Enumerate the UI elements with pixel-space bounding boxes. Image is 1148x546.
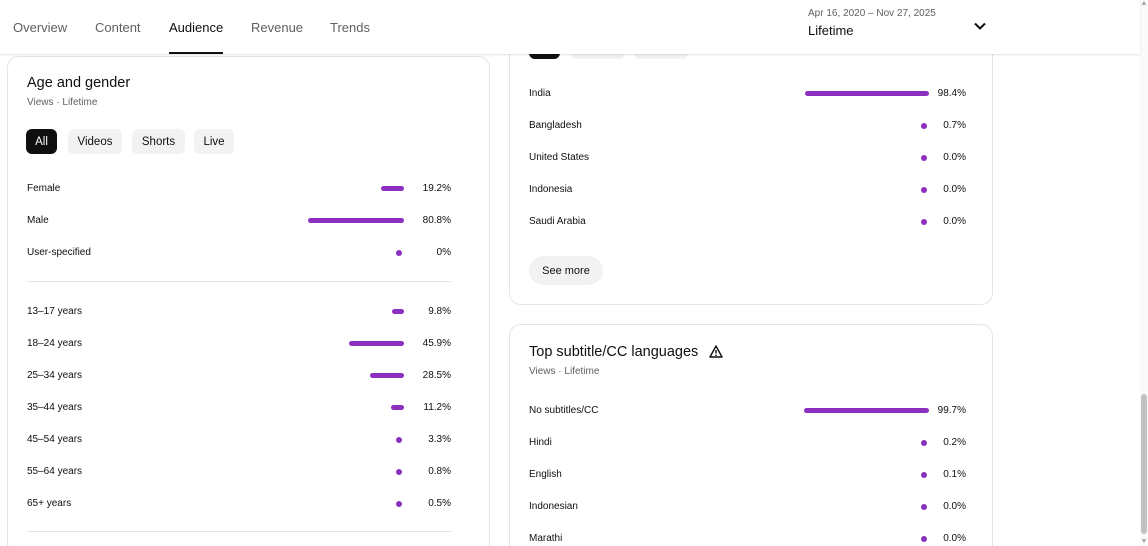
card-title: Age and gender: [27, 75, 131, 91]
row-label: United States: [529, 152, 590, 163]
row-label: India: [529, 88, 551, 99]
filter-chip-shorts[interactable]: Shorts: [132, 129, 185, 154]
card-subtitle: Views · Lifetime: [529, 366, 600, 377]
row-label: 65+ years: [27, 498, 72, 509]
percentage-bar: [370, 373, 404, 378]
row-label: Hindi: [529, 437, 552, 448]
row-value: 19.2%: [422, 183, 451, 194]
row-label: 18–24 years: [27, 338, 83, 349]
row-value: 0.0%: [943, 533, 966, 544]
row-value: 99.7%: [937, 405, 966, 416]
tab-revenue[interactable]: Revenue: [251, 19, 304, 35]
row-value: 28.5%: [422, 370, 451, 381]
percentage-bar: [381, 186, 404, 191]
row-value: 0.8%: [428, 466, 451, 477]
row-value: 45.9%: [422, 338, 451, 349]
percentage-dot: [396, 468, 402, 475]
tab-overview[interactable]: Overview: [13, 19, 68, 35]
row-label: User-specified: [27, 247, 91, 258]
percentage-bar: [804, 408, 929, 413]
divider: [27, 281, 451, 282]
row-label: Indonesia: [529, 184, 573, 195]
warning-icon[interactable]: [709, 345, 723, 358]
row-value: 0.0%: [943, 216, 966, 227]
row-label: Indonesian: [529, 501, 578, 512]
row-value: 0.2%: [943, 437, 966, 448]
row-value: 98.4%: [937, 88, 966, 99]
row-label: No subtitles/CC: [529, 405, 599, 416]
filter-chip-all[interactable]: All: [26, 129, 57, 154]
chevron-down-icon[interactable]: [971, 17, 989, 35]
divider: [27, 531, 451, 532]
row-value: 0.1%: [943, 469, 966, 480]
row-value: 0.5%: [428, 498, 451, 509]
row-label: Male: [27, 215, 49, 226]
subtitle-languages-card: [509, 324, 993, 546]
scroll-down-icon[interactable]: ▼: [1140, 538, 1148, 545]
tab-audience[interactable]: Audience: [169, 0, 224, 54]
row-value: 0.0%: [943, 152, 966, 163]
percentage-dot: [396, 249, 402, 256]
scroll-up-icon[interactable]: ▲: [1140, 0, 1148, 7]
date-range-period: Lifetime: [808, 23, 854, 38]
percentage-dot: [396, 500, 402, 507]
analytics-header: Overview Content Audience Revenue Trends…: [0, 0, 1140, 54]
row-label: 55–64 years: [27, 466, 83, 477]
tab-trends[interactable]: Trends: [330, 19, 370, 35]
date-range-picker[interactable]: Apr 16, 2020 – Nov 27, 2025 Lifetime: [808, 8, 936, 38]
card-subtitle: Views · Lifetime: [27, 97, 98, 108]
row-label: Saudi Arabia: [529, 216, 586, 227]
percentage-dot: [921, 439, 927, 446]
row-label: 25–34 years: [27, 370, 83, 381]
percentage-dot: [921, 154, 927, 161]
row-label: Female: [27, 183, 61, 194]
percentage-bar: [349, 341, 404, 346]
row-label: Marathi: [529, 533, 563, 544]
row-value: 0.7%: [943, 120, 966, 131]
percentage-bar: [390, 405, 404, 410]
percentage-bar: [392, 309, 404, 314]
percentage-dot: [921, 471, 927, 478]
percentage-dot: [396, 436, 402, 443]
percentage-bar: [307, 218, 404, 223]
row-value: 80.8%: [422, 215, 451, 226]
row-value: 0.0%: [943, 184, 966, 195]
tab-content[interactable]: Content: [95, 19, 141, 35]
row-label: 13–17 years: [27, 306, 83, 317]
percentage-dot: [921, 122, 927, 129]
row-label: Bangladesh: [529, 120, 582, 131]
date-range-text: Apr 16, 2020 – Nov 27, 2025: [808, 8, 936, 19]
scrollbar[interactable]: [1140, 0, 1148, 546]
row-value: 3.3%: [428, 434, 451, 445]
percentage-dot: [921, 503, 927, 510]
scrollbar-thumb[interactable]: [1141, 394, 1147, 534]
row-label: 35–44 years: [27, 402, 83, 413]
percentage-dot: [921, 218, 927, 225]
row-label: English: [529, 469, 562, 480]
filter-chip-videos[interactable]: Videos: [68, 129, 122, 154]
percentage-dot: [921, 535, 927, 542]
see-more-button[interactable]: See more: [529, 256, 603, 285]
filter-chip-live[interactable]: Live: [194, 129, 234, 154]
card-title: Top subtitle/CC languages: [529, 344, 699, 360]
row-value: 0%: [436, 247, 451, 258]
row-label: 45–54 years: [27, 434, 83, 445]
percentage-dot: [921, 186, 927, 193]
row-value: 9.8%: [428, 306, 451, 317]
row-value: 0.0%: [943, 501, 966, 512]
percentage-bar: [805, 91, 929, 96]
row-value: 11.2%: [423, 402, 451, 413]
